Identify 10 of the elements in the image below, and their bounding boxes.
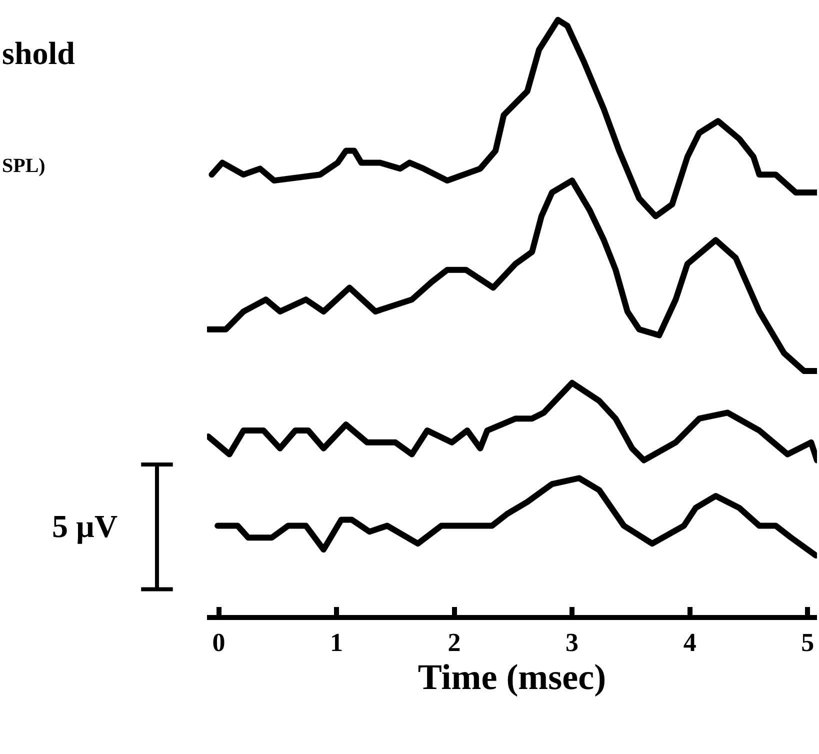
x-tick-label: 5 <box>801 628 814 658</box>
x-tick-label: 4 <box>683 628 696 658</box>
text: 5 µV <box>52 508 118 544</box>
x-tick-label: 2 <box>448 628 461 658</box>
x-tick-label: 3 <box>566 628 579 658</box>
text: shold <box>2 35 76 71</box>
x-tick-label: 1 <box>330 628 344 658</box>
x-tick-label: 0 <box>212 628 226 658</box>
text: SPL) <box>2 155 46 177</box>
x-axis-title: Time (msec) <box>418 657 606 698</box>
